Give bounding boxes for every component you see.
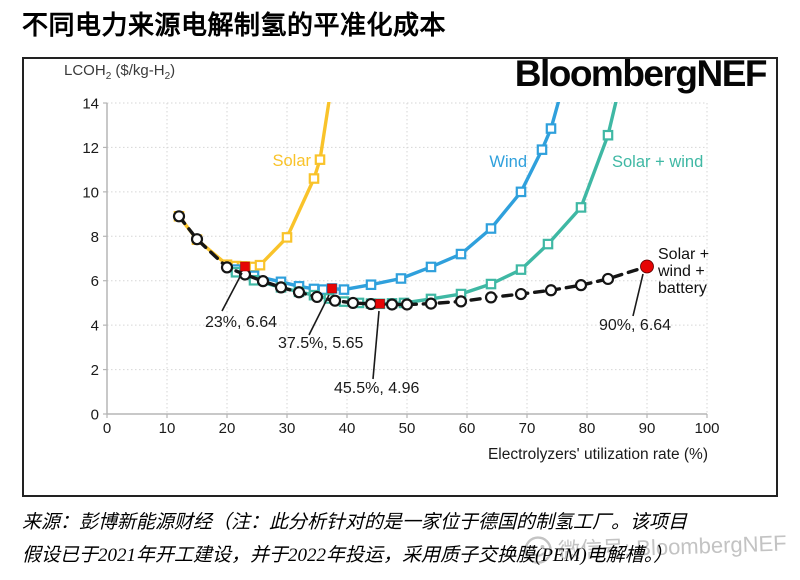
svg-text:2: 2 [91, 362, 99, 379]
svg-text:30: 30 [279, 420, 296, 437]
svg-text:Solar + wind: Solar + wind [612, 153, 703, 171]
svg-text:14: 14 [82, 96, 99, 113]
svg-text:Solar: Solar [272, 152, 311, 170]
svg-text:8: 8 [91, 229, 99, 246]
svg-text:10: 10 [159, 420, 176, 437]
svg-text:70: 70 [519, 420, 536, 437]
lcoh-line-chart: 0 10 20 30 40 50 60 70 80 90 100 0 2 4 6 8 10 12 14 Electro… [82, 96, 719, 463]
svg-text:Wind: Wind [489, 153, 527, 171]
svg-text:37.5%, 5.65: 37.5%, 5.65 [278, 335, 364, 352]
svg-text:45.5%, 4.96: 45.5%, 4.96 [334, 380, 420, 397]
source-line-1: 来源：彭博新能源财经（注：此分析针对的是一家位于德国的制氢工厂。该项目 [22, 512, 688, 533]
svg-text:20: 20 [219, 420, 236, 437]
svg-text:50: 50 [399, 420, 416, 437]
svg-text:wind +: wind + [657, 263, 705, 280]
svg-text:90%, 6.64: 90%, 6.64 [599, 317, 671, 334]
wechat-icon [524, 536, 552, 564]
y-axis-unit-label: LCOH2 ($/kg-H2) [64, 62, 176, 82]
page-title: 不同电力来源电解制氢的平准化成本 [22, 10, 447, 40]
svg-text:60: 60 [459, 420, 476, 437]
svg-text:0: 0 [91, 407, 99, 424]
source-note: 来源：彭博新能源财经（注：此分析针对的是一家位于德国的制氢工厂。该项目 假设已于… [22, 506, 782, 572]
svg-text:Electrolyzers' utilization rat: Electrolyzers' utilization rate (%) [488, 446, 708, 463]
bloombergnef-logo: BloombergNEF [514, 53, 768, 94]
svg-text:100: 100 [694, 420, 719, 437]
svg-text:0: 0 [103, 420, 111, 437]
svg-text:4: 4 [91, 318, 99, 335]
svg-text:90: 90 [639, 420, 656, 437]
svg-text:Solar +: Solar + [658, 246, 709, 263]
svg-text:12: 12 [82, 140, 99, 157]
svg-text:6: 6 [91, 273, 99, 290]
source-line-2: 假设已于2021年开工建设，并于2022年投运，采用质子交换膜(PEM)电解槽。… [22, 545, 673, 566]
chart-frame: LCOH2 ($/kg-H2) BloombergNEF 0 10 20 30 40 50… [22, 53, 778, 497]
svg-text:10: 10 [82, 184, 99, 201]
wechat-watermark: 微信号: BloombergNEF [524, 525, 788, 566]
svg-text:80: 80 [579, 420, 596, 437]
svg-text:23%, 6.64: 23%, 6.64 [205, 314, 277, 331]
svg-text:40: 40 [339, 420, 356, 437]
svg-text:battery: battery [658, 280, 707, 297]
